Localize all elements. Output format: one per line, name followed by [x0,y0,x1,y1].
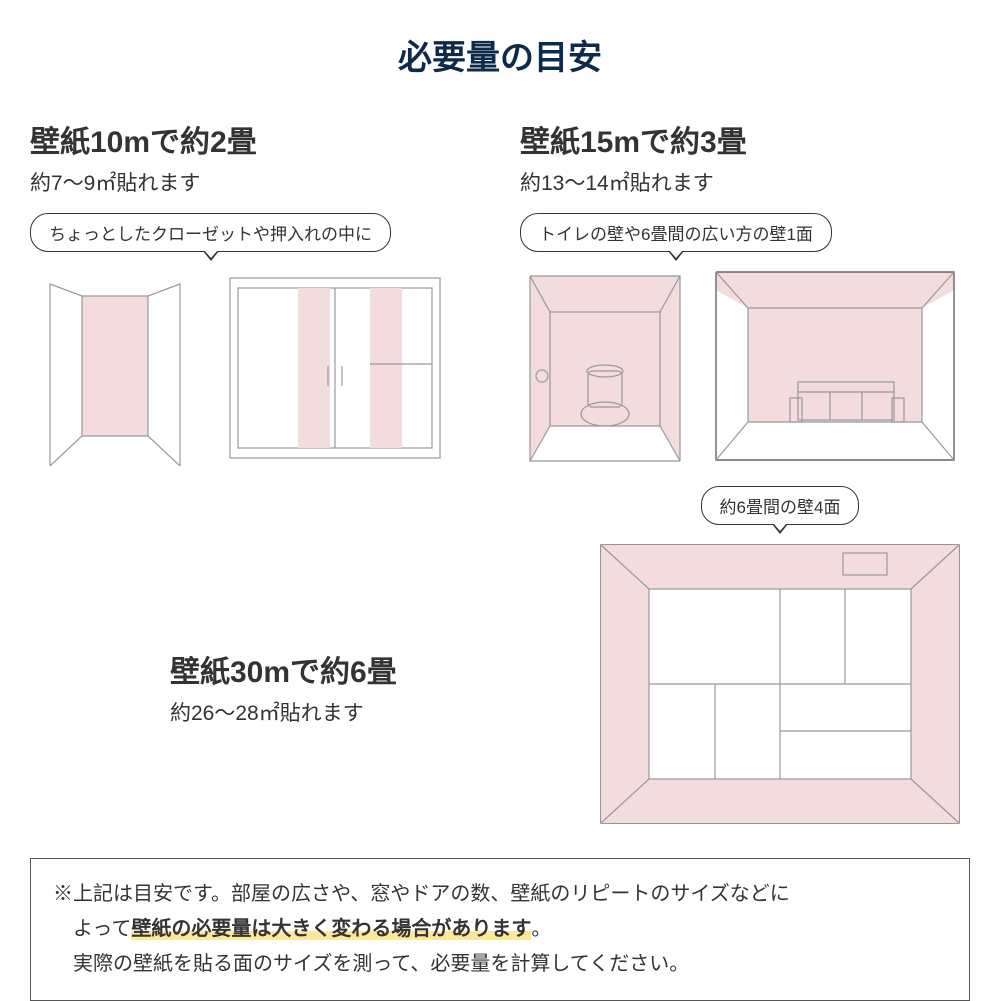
note-line3: 実際の壁紙を貼る面のサイズを測って、必要量を計算してください。 [53,947,947,982]
living-wall-icon [710,266,960,466]
section-30m-text: 壁紙30mで約6畳 約26〜28㎡貼れます [30,577,550,743]
section-15m-sub: 約13〜14㎡貼れます [520,167,970,197]
section-15m-title: 壁紙15mで約3畳 [520,117,970,161]
section-30m-sub: 約26〜28㎡貼れます [170,697,550,727]
section-10m: 壁紙10mで約2畳 約7〜9㎡貼れます ちょっとしたクローゼットや押入れの中に [30,117,480,466]
bubble-15m: トイレの壁や6畳間の広い方の壁1面 [520,213,832,252]
note-line2-prefix: よって [53,918,131,940]
page-title: 必要量の目安 [30,30,970,79]
section-30m-title: 壁紙30mで約6畳 [170,647,550,691]
note-line2-highlight: 壁紙の必要量は大きく変わる場合があります [131,918,531,940]
note-line1: ※上記は目安です。部屋の広さや、窓やドアの数、壁紙のリピートのサイズなどに [53,877,947,912]
note-line2-suffix: 。 [531,918,551,940]
bubble-30m: 約6畳間の壁4面 [701,486,860,525]
section-30m: 壁紙30mで約6畳 約26〜28㎡貼れます 約6畳間の壁4面 [30,486,970,834]
section-10m-title: 壁紙10mで約2畳 [30,117,480,161]
section-10m-sub: 約7〜9㎡貼れます [30,167,480,197]
sliding-closet-icon [220,266,450,466]
toilet-room-icon [520,266,690,466]
section-30m-illus: 約6畳間の壁4面 [590,486,970,834]
note-line2: よって壁紙の必要量は大きく変わる場合があります。 [53,912,947,947]
closet-icon [30,266,200,466]
room-4walls-icon [595,539,965,829]
illus-15m-row [520,266,970,466]
section-15m: 壁紙15mで約3畳 約13〜14㎡貼れます トイレの壁や6畳間の広い方の壁1面 [520,117,970,466]
note-box: ※上記は目安です。部屋の広さや、窓やドアの数、壁紙のリピートのサイズなどに よっ… [30,858,970,1001]
illus-10m-row [30,266,480,466]
top-row: 壁紙10mで約2畳 約7〜9㎡貼れます ちょっとしたクローゼットや押入れの中に [30,117,970,466]
bubble-10m: ちょっとしたクローゼットや押入れの中に [30,213,391,252]
